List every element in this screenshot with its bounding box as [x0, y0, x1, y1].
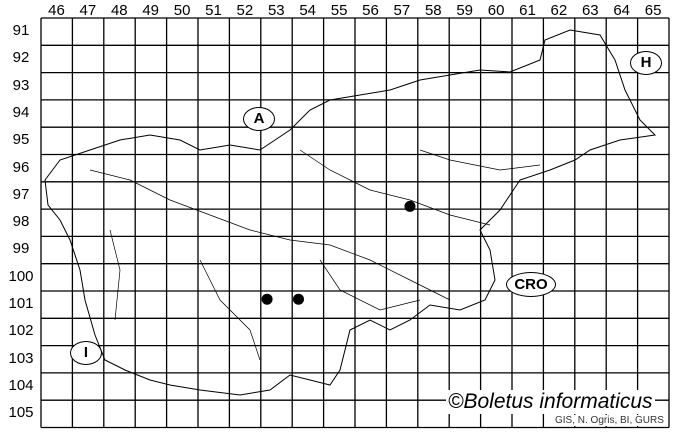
column-label: 54 — [299, 2, 317, 19]
column-label: 47 — [79, 2, 97, 19]
country-label-austria: A — [243, 107, 275, 131]
row-label: 98 — [12, 213, 30, 231]
column-label: 58 — [424, 2, 442, 19]
column-label: 56 — [362, 2, 379, 19]
row-label: 104 — [8, 376, 34, 394]
column-label: 57 — [393, 2, 411, 19]
row-label: 92 — [12, 49, 30, 67]
row-label: 95 — [12, 131, 30, 149]
occurrence-markers — [261, 200, 416, 305]
column-label: 49 — [142, 2, 160, 19]
grid — [40, 17, 670, 429]
rivers — [89, 149, 541, 361]
column-label: 48 — [110, 2, 128, 19]
column-label: 63 — [581, 2, 599, 19]
column-label: 55 — [330, 2, 348, 19]
column-label: 53 — [267, 2, 285, 19]
column-label: 62 — [550, 2, 568, 19]
column-label: 52 — [236, 2, 254, 19]
row-label: 103 — [8, 349, 34, 367]
country-label-hungary: H — [630, 51, 662, 75]
row-label: 97 — [12, 185, 30, 203]
row-label: 99 — [12, 240, 30, 258]
occurrence-marker — [292, 293, 304, 305]
credit-text: GIS, N. Ogris, BI, GURS — [555, 415, 664, 426]
row-label: 94 — [12, 103, 30, 121]
country-border — [44, 29, 657, 396]
row-label: 91 — [12, 22, 30, 39]
column-label: 64 — [613, 2, 631, 19]
column-label: 59 — [456, 2, 474, 19]
row-label: 105 — [8, 404, 34, 422]
row-label: 93 — [12, 76, 30, 94]
row-label: 100 — [8, 267, 34, 285]
country-label-croatia: CRO — [506, 272, 556, 297]
occurrence-marker — [404, 200, 416, 212]
column-label: 60 — [487, 2, 505, 19]
column-label: 46 — [48, 2, 65, 19]
copyright-text: ©Boletus informaticus — [446, 390, 655, 414]
column-label: 50 — [173, 2, 191, 19]
country-label-italy: I — [70, 341, 102, 365]
row-label: 101 — [8, 295, 34, 312]
column-label: 65 — [644, 2, 662, 19]
occurrence-marker — [261, 293, 273, 305]
column-label: 51 — [205, 2, 222, 19]
row-label: 96 — [12, 158, 30, 176]
column-label: 61 — [519, 2, 536, 19]
row-label: 102 — [8, 322, 34, 340]
